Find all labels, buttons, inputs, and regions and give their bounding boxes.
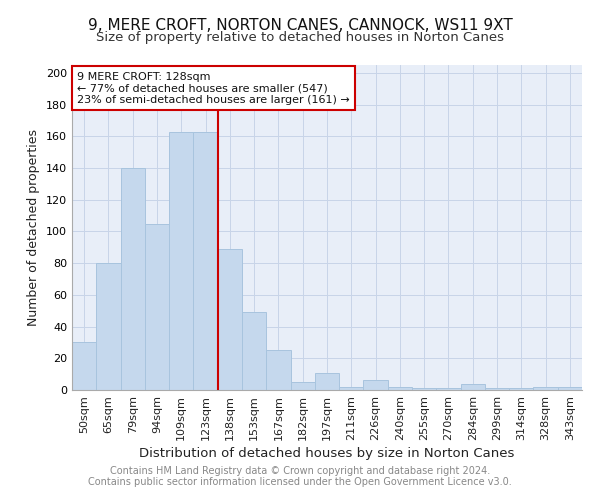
- Text: Contains public sector information licensed under the Open Government Licence v3: Contains public sector information licen…: [88, 477, 512, 487]
- Text: 9 MERE CROFT: 128sqm
← 77% of detached houses are smaller (547)
23% of semi-deta: 9 MERE CROFT: 128sqm ← 77% of detached h…: [77, 72, 350, 104]
- Bar: [412, 388, 436, 390]
- X-axis label: Distribution of detached houses by size in Norton Canes: Distribution of detached houses by size …: [139, 447, 515, 460]
- Bar: [218, 249, 242, 390]
- Bar: [96, 263, 121, 390]
- Bar: [339, 387, 364, 390]
- Bar: [121, 168, 145, 390]
- Bar: [242, 312, 266, 390]
- Bar: [461, 384, 485, 390]
- Bar: [72, 342, 96, 390]
- Bar: [436, 388, 461, 390]
- Text: Size of property relative to detached houses in Norton Canes: Size of property relative to detached ho…: [96, 31, 504, 44]
- Bar: [533, 387, 558, 390]
- Bar: [169, 132, 193, 390]
- Bar: [266, 350, 290, 390]
- Bar: [315, 372, 339, 390]
- Text: Contains HM Land Registry data © Crown copyright and database right 2024.: Contains HM Land Registry data © Crown c…: [110, 466, 490, 476]
- Bar: [558, 387, 582, 390]
- Y-axis label: Number of detached properties: Number of detached properties: [28, 129, 40, 326]
- Bar: [485, 388, 509, 390]
- Bar: [145, 224, 169, 390]
- Bar: [509, 388, 533, 390]
- Bar: [290, 382, 315, 390]
- Text: 9, MERE CROFT, NORTON CANES, CANNOCK, WS11 9XT: 9, MERE CROFT, NORTON CANES, CANNOCK, WS…: [88, 18, 512, 32]
- Bar: [388, 387, 412, 390]
- Bar: [364, 380, 388, 390]
- Bar: [193, 132, 218, 390]
